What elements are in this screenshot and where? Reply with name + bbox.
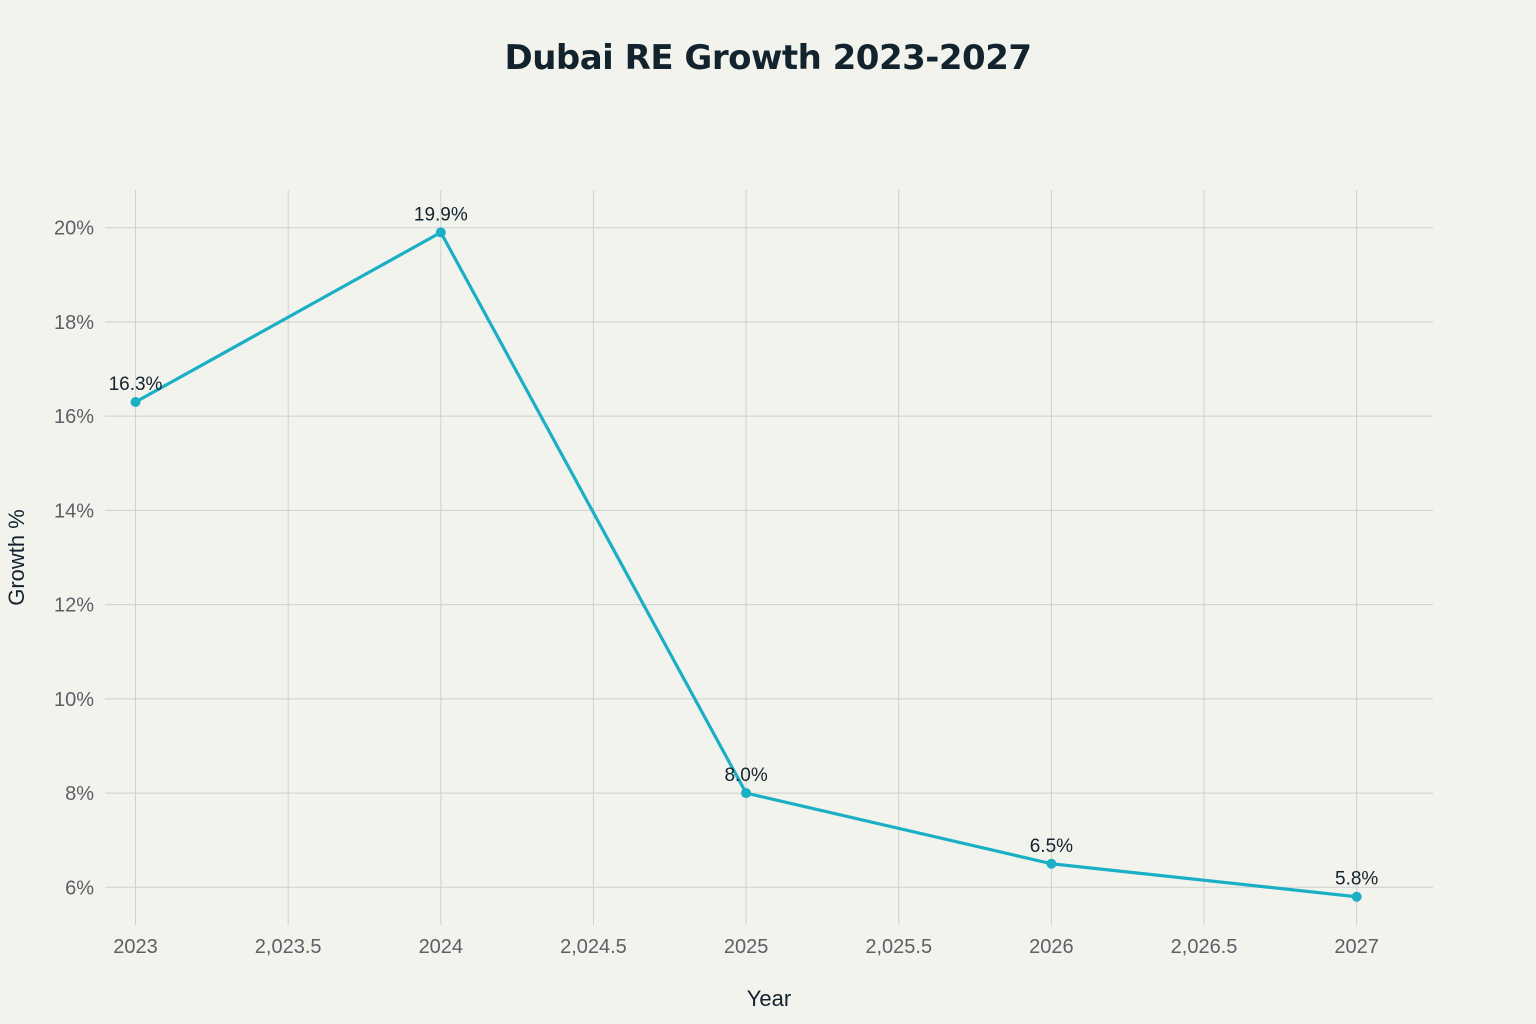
y-tick-label: 14%	[54, 500, 94, 522]
x-tick-label: 2,026.5	[1171, 936, 1238, 958]
x-tick-label: 2026	[1029, 936, 1074, 958]
y-tick-label: 10%	[54, 689, 94, 711]
data-point	[1351, 891, 1362, 902]
y-tick-label: 18%	[54, 312, 94, 334]
y-gridlines	[105, 227, 1433, 888]
y-tick-label: 16%	[54, 406, 94, 428]
x-tick-label: 2023	[113, 936, 158, 958]
x-tick-label: 2,023.5	[255, 936, 322, 958]
x-tick-labels: 2023 2,023.5 2024 2,024.5 2025 2,025.5 2026 2,0…	[113, 936, 1379, 958]
data-label: 19.9%	[414, 204, 468, 225]
y-axis-title: Growth %	[4, 509, 29, 606]
y-tick-label: 12%	[54, 595, 94, 617]
data-label: 8.0%	[724, 765, 767, 786]
data-point	[1046, 858, 1057, 869]
data-point	[741, 788, 752, 799]
y-tick-label: 6%	[65, 877, 94, 899]
y-tick-label: 20%	[54, 218, 94, 240]
x-tick-label: 2024	[419, 936, 464, 958]
x-gridlines	[135, 190, 1358, 925]
data-labels: 16.3% 19.9% 8.0% 6.5% 5.8%	[109, 204, 1379, 889]
x-tick-label: 2,024.5	[560, 936, 627, 958]
data-label: 5.8%	[1335, 869, 1378, 890]
y-tick-label: 8%	[65, 783, 94, 805]
data-label: 6.5%	[1030, 836, 1073, 857]
series-group	[130, 227, 1362, 902]
x-axis-title: Year	[747, 986, 791, 1011]
data-point	[130, 397, 141, 408]
data-point	[435, 227, 446, 238]
chart-title: Dubai RE Growth 2023-2027	[504, 38, 1032, 78]
x-tick-label: 2,025.5	[865, 936, 932, 958]
x-tick-label: 2025	[724, 936, 769, 958]
data-label: 16.3%	[109, 374, 163, 395]
x-tick-label: 2027	[1334, 936, 1379, 958]
y-tick-labels: 6% 8% 10% 12% 14% 16% 18% 20%	[54, 218, 94, 900]
